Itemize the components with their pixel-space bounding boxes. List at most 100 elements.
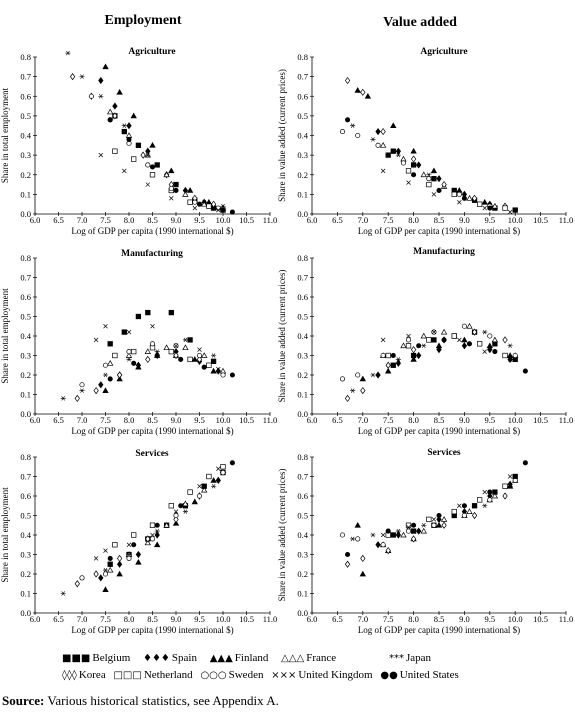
data-point-united-kingdom xyxy=(126,329,132,335)
data-point-france xyxy=(219,367,227,374)
legend-symbol-united-states: ●● xyxy=(380,670,398,681)
y-tick-label: 0.8 xyxy=(297,452,308,462)
source-text: Various historical statistics, see Appen… xyxy=(47,693,279,708)
data-point-netherland xyxy=(112,148,118,154)
data-point-netherland xyxy=(476,341,483,347)
data-point-united-states xyxy=(178,503,184,509)
y-tick-label: 0.2 xyxy=(20,370,31,380)
y-tick-label: 0.4 xyxy=(297,131,308,141)
data-point-france xyxy=(125,132,133,138)
legend-item-france: △△△ France xyxy=(281,650,336,667)
y-tick-label: 0.4 xyxy=(297,331,308,341)
data-point-france xyxy=(420,527,427,534)
y-tick-label: 0.5 xyxy=(297,111,308,121)
data-point-netherland xyxy=(187,199,193,205)
data-point-korea xyxy=(441,180,447,189)
x-tick-label: 7.0 xyxy=(77,415,88,425)
x-tick-label: 11.0 xyxy=(263,614,278,624)
y-tick-label: 0.6 xyxy=(297,91,308,101)
x-tick-label: 7.5 xyxy=(100,415,111,425)
data-point-finland xyxy=(364,92,372,99)
data-point-netherland xyxy=(131,532,137,538)
series-japan xyxy=(65,50,226,209)
data-point-united-states xyxy=(154,352,160,359)
data-point-finland xyxy=(410,147,417,154)
data-point-netherland xyxy=(112,352,118,359)
data-point-finland xyxy=(116,375,123,382)
data-point-united-kingdom xyxy=(145,182,151,187)
x-tick-label: 9.5 xyxy=(484,614,495,624)
data-point-united-kingdom xyxy=(457,199,462,205)
data-point-finland xyxy=(461,336,468,343)
series-korea xyxy=(344,492,508,568)
data-point-sweden xyxy=(339,376,346,382)
series-united-states xyxy=(107,117,235,215)
data-point-japan xyxy=(395,357,401,362)
data-point-france xyxy=(400,155,407,162)
series-korea xyxy=(74,492,203,588)
data-point-japan xyxy=(370,532,376,538)
data-point-france xyxy=(420,332,427,339)
y-tick-label: 0.4 xyxy=(20,131,31,141)
data-point-belgium xyxy=(135,142,142,148)
series-france xyxy=(107,467,227,573)
x-tick-label: 7.0 xyxy=(357,215,368,225)
y-tick-label: 0.1 xyxy=(20,189,31,199)
x-axis-label: Log of GDP per capita (1990 internationa… xyxy=(71,426,233,436)
data-point-united-kingdom xyxy=(482,349,487,354)
series-sweden xyxy=(339,323,518,382)
x-tick-label: 11.0 xyxy=(559,614,574,624)
data-point-france xyxy=(201,486,208,493)
x-tick-label: 11.0 xyxy=(263,415,278,425)
data-point-belgium xyxy=(121,128,127,135)
x-tick-label: 7.0 xyxy=(77,614,88,624)
y-tick-label: 0.2 xyxy=(20,569,31,579)
data-point-sweden xyxy=(149,341,156,347)
data-point-spain xyxy=(395,359,401,367)
data-point-netherland xyxy=(168,503,174,509)
data-point-france xyxy=(107,108,114,115)
data-point-korea xyxy=(441,521,447,529)
data-point-belgium xyxy=(210,358,217,364)
data-point-korea xyxy=(196,355,203,363)
data-point-spain xyxy=(416,527,422,535)
y-tick-label: 0.5 xyxy=(297,312,308,322)
data-point-netherland xyxy=(502,483,508,489)
data-point-united-states xyxy=(154,522,160,528)
data-point-netherland xyxy=(405,168,412,174)
data-point-sweden xyxy=(487,497,493,503)
data-point-netherland xyxy=(187,356,193,363)
data-point-sweden xyxy=(126,349,132,355)
data-point-finland xyxy=(172,519,180,526)
data-point-finland xyxy=(102,586,109,592)
y-axis-label: Share in value added (current prices) xyxy=(277,469,287,602)
x-tick-label: 10.0 xyxy=(508,215,523,225)
data-point-korea xyxy=(344,76,351,85)
data-point-finland xyxy=(149,142,156,148)
x-tick-label: 9.5 xyxy=(484,415,495,425)
y-tick-label: 0.1 xyxy=(297,189,308,199)
data-point-japan xyxy=(98,93,104,99)
data-point-belgium xyxy=(107,561,113,567)
data-point-spain xyxy=(461,342,468,350)
series-spain xyxy=(375,127,493,208)
panel-title: Agriculture xyxy=(128,47,175,57)
data-point-france xyxy=(491,202,499,209)
data-point-united-kingdom xyxy=(150,532,155,538)
data-point-united-states xyxy=(201,364,207,370)
data-point-sweden xyxy=(126,555,132,561)
data-point-finland xyxy=(168,167,175,174)
data-point-united-states xyxy=(385,152,391,158)
x-tick-label: 10.0 xyxy=(216,614,231,624)
scatter-panel-2: Agriculture 0.0 0.1 0.2 0.3 0.4 0.5 0.6 0.7 0.8 6.… xyxy=(277,47,573,236)
y-tick-label: 0.3 xyxy=(20,550,31,560)
data-point-united-states xyxy=(385,528,391,534)
data-point-japan xyxy=(482,329,488,335)
data-point-netherland xyxy=(131,348,137,355)
series-sweden xyxy=(339,477,518,548)
x-tick-label: 6.0 xyxy=(307,215,318,225)
x-axis-label: Log of GDP per capita (1990 internationa… xyxy=(358,226,520,236)
data-point-spain xyxy=(375,127,381,136)
data-point-united-states xyxy=(220,207,226,213)
data-point-france xyxy=(182,500,189,507)
